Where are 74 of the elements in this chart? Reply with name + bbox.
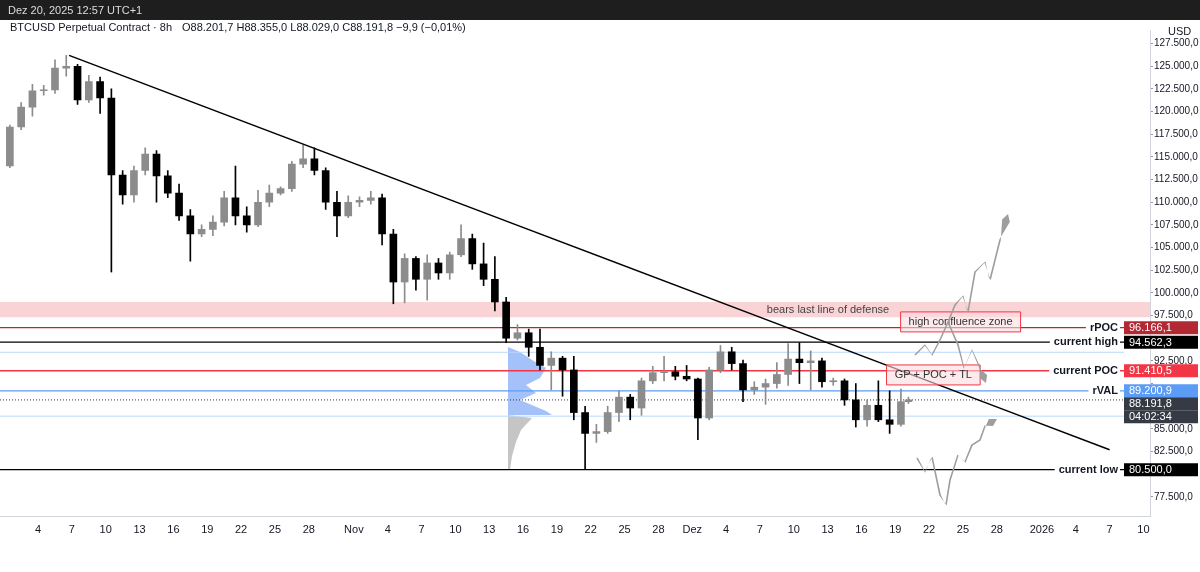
text: Dez 20, 2025 12:57 UTC+1 [0,0,1200,20]
x-tick-label: 16 [516,523,530,536]
annotation: 91.410,5 [1129,364,1172,377]
x-tick-label: 7 [418,523,425,536]
y-tick-label: 85.000,0 [1154,422,1194,434]
x-tick-label: 19 [550,523,564,536]
x-tick-label: 25 [956,523,970,536]
annotation: 80.500,0 [1129,463,1172,476]
y-tick-label: 102.500,0 [1154,263,1199,275]
x-tick-label: 2026 [1029,523,1055,536]
x-tick-label: 7 [68,523,75,536]
band-label: bears last line of defense [766,302,890,315]
ref-line-label: rVAL [1092,383,1119,396]
annotation: 96.166,1 [1129,321,1172,334]
candlestick [39,84,48,96]
x-tick-label: 19 [201,523,214,536]
ref-line-label: current high [1053,335,1119,348]
y-tick-label: 112.500,0 [1154,173,1199,185]
x-tick-label: 25 [268,523,282,536]
y-tick-label: 120.000,0 [1154,105,1199,117]
y-tick-label: 122.500,0 [1154,82,1199,94]
annotation: 88.191,8 [1129,397,1172,410]
x-tick-label: 10 [1137,523,1150,536]
x-tick-label: 13 [483,523,496,536]
chart-subtitle: O88.201,7 H88.355,0 L88.029,0 C88.191,8 −9,9 (−0,01%) [182,21,466,33]
x-tick-label: Dez [682,523,703,536]
x-tick-label: 7 [756,523,763,536]
x-tick-label: 4 [384,523,391,536]
y-tick-label: 77.500,0 [1154,490,1194,502]
candlestick [829,377,838,386]
x-tick-label: 28 [302,523,315,536]
x-tick-label: 28 [652,523,665,536]
x-tick-label: 4 [1072,523,1079,536]
y-tick-label: 107.500,0 [1154,218,1199,230]
candlestick [660,356,668,382]
candlestick [750,381,759,395]
x-tick-label: 13 [133,523,146,536]
annotation: 94.562,3 [1129,335,1172,348]
x-tick-label: 13 [821,523,834,536]
y-tick-label: 117.500,0 [1154,128,1199,139]
annotation: 89.200,9 [1129,384,1172,397]
y-tick-label: 125.000,0 [1154,60,1199,72]
annotation: high confluence zone [908,314,1013,327]
x-tick-label: 19 [889,523,902,536]
x-tick-label: 4 [723,523,730,536]
x-tick-label: 22 [922,523,936,536]
y-tick-label: 100.000,0 [1154,286,1199,298]
x-tick-label: 10 [99,523,112,536]
x-tick-label: 10 [449,523,462,536]
y-tick-label: 127.500,0 [1154,37,1199,49]
y-tick-label: 110.000,0 [1154,195,1199,207]
y-tick-label: 92.500,0 [1154,354,1194,366]
y-tick-label: 105.000,0 [1154,241,1199,253]
x-tick-label: 25 [618,523,631,536]
annotation: GP + POC + TL [894,367,972,380]
x-tick-label: Nov [344,523,365,536]
y-axis-title: USD [1168,25,1192,37]
x-tick-label: 16 [167,523,180,536]
chart-title: BTCUSD Perpetual Contract · 8h [10,21,173,33]
x-tick-label: 16 [855,523,868,536]
ref-line-label: rPOC [1089,320,1119,333]
x-tick-label: 7 [1106,523,1113,536]
annotation: 04:02:34 [1129,410,1172,423]
candlestick [547,351,556,391]
x-tick-label: 28 [990,523,1003,536]
y-tick-label: 82.500,0 [1154,445,1194,457]
ref-line-label: current low [1058,462,1119,475]
ref-line-label: current POC [1053,363,1119,376]
x-tick-label: 4 [35,523,42,536]
x-tick-label: 22 [234,523,248,536]
y-tick-label: 97.500,0 [1154,309,1194,321]
y-tick-label: 115.000,0 [1154,150,1199,162]
x-tick-label: 10 [787,523,800,536]
x-tick-label: 22 [584,523,597,536]
